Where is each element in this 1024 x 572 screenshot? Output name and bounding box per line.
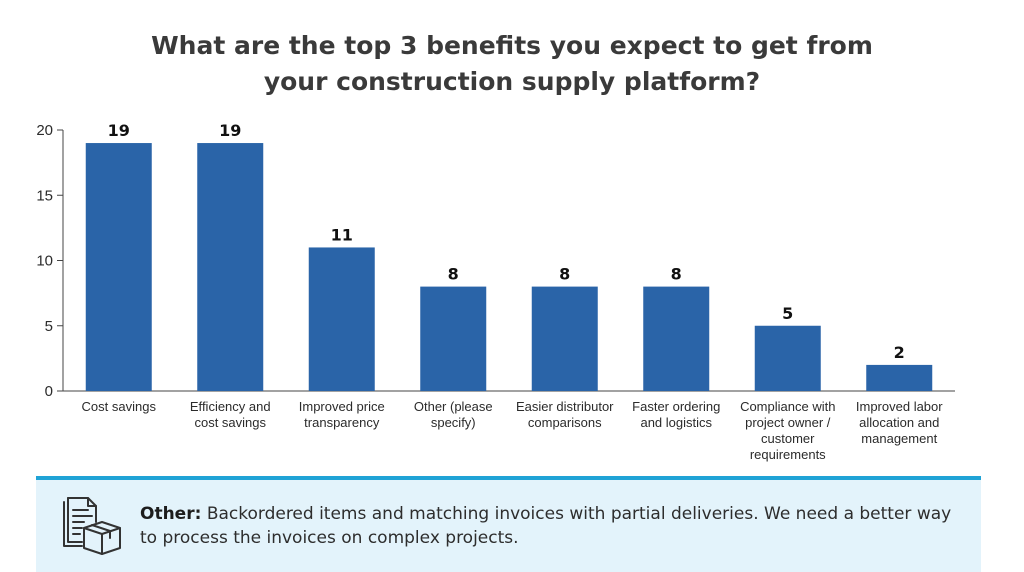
bar-value-label: 19: [108, 121, 130, 140]
y-tick-label: 20: [36, 122, 53, 139]
x-category-label: Cost savings: [82, 399, 157, 414]
x-category-label: Improved price transparency: [299, 399, 385, 430]
bar: [866, 364, 933, 391]
x-category-label: Other (please specify): [414, 399, 493, 430]
x-category-label-line: specify): [431, 415, 476, 430]
bar-value-label: 5: [782, 304, 793, 323]
bar-value-label: 8: [671, 265, 682, 284]
x-category-label-line: project owner /: [745, 415, 831, 430]
x-category-label-line: Cost savings: [82, 399, 157, 414]
x-category-label-line: Efficiency and: [190, 399, 271, 414]
x-category-label-line: Easier distributor: [516, 399, 614, 414]
y-tick-label: 15: [36, 187, 53, 204]
document-box-icon: [62, 494, 122, 556]
chart-title-line-1: What are the top 3 benefits you expect t…: [151, 31, 873, 60]
y-tick-label: 10: [36, 253, 53, 270]
bar: [643, 286, 710, 391]
y-tick-label: 5: [45, 318, 53, 335]
note-body: Backordered items and matching invoices …: [140, 504, 952, 548]
x-category-label-line: and logistics: [640, 415, 712, 430]
bar: [420, 286, 487, 391]
x-category-label-line: Other (please: [414, 399, 493, 414]
bar: [754, 325, 821, 391]
bar-value-label: 8: [448, 265, 459, 284]
note-text: Other: Backordered items and matching in…: [140, 502, 960, 550]
bar-value-label: 8: [559, 265, 570, 284]
x-category-label-line: cost savings: [194, 415, 266, 430]
bar-value-label: 11: [331, 225, 353, 244]
x-category-label-line: Improved labor: [856, 399, 943, 414]
bar: [197, 143, 264, 391]
note-label: Other:: [140, 504, 202, 524]
x-category-label-line: allocation and: [859, 415, 939, 430]
bar: [531, 286, 598, 391]
x-category-label: Easier distributor comparisons: [516, 399, 614, 430]
y-tick-label: 0: [45, 383, 53, 400]
bar-value-label: 19: [219, 121, 241, 140]
x-category-label-line: customer: [761, 431, 815, 446]
x-category-label-line: transparency: [304, 415, 380, 430]
chart-title: What are the top 3 benefits you expect t…: [0, 28, 1024, 100]
note-box: Other: Backordered items and matching in…: [36, 480, 981, 572]
x-category-label-line: requirements: [750, 447, 826, 462]
bar: [85, 143, 152, 391]
x-category-label: Faster ordering and logistics: [632, 399, 720, 430]
x-category-label-line: Faster ordering: [632, 399, 720, 414]
x-category-label-line: management: [861, 431, 937, 446]
x-category-label-line: Improved price: [299, 399, 385, 414]
x-category-label-line: Compliance with: [740, 399, 835, 414]
x-category-label: Compliance with project owner / customer re…: [740, 399, 835, 462]
note-accent-line: [36, 476, 981, 480]
chart-title-line-2: your construction supply platform?: [263, 67, 761, 96]
bar: [308, 247, 375, 391]
x-category-label-line: comparisons: [528, 415, 602, 430]
x-category-label: Efficiency and cost savings: [190, 399, 271, 430]
x-category-label: Improved labor allocation and management: [856, 399, 943, 446]
bar-value-label: 2: [894, 343, 905, 362]
